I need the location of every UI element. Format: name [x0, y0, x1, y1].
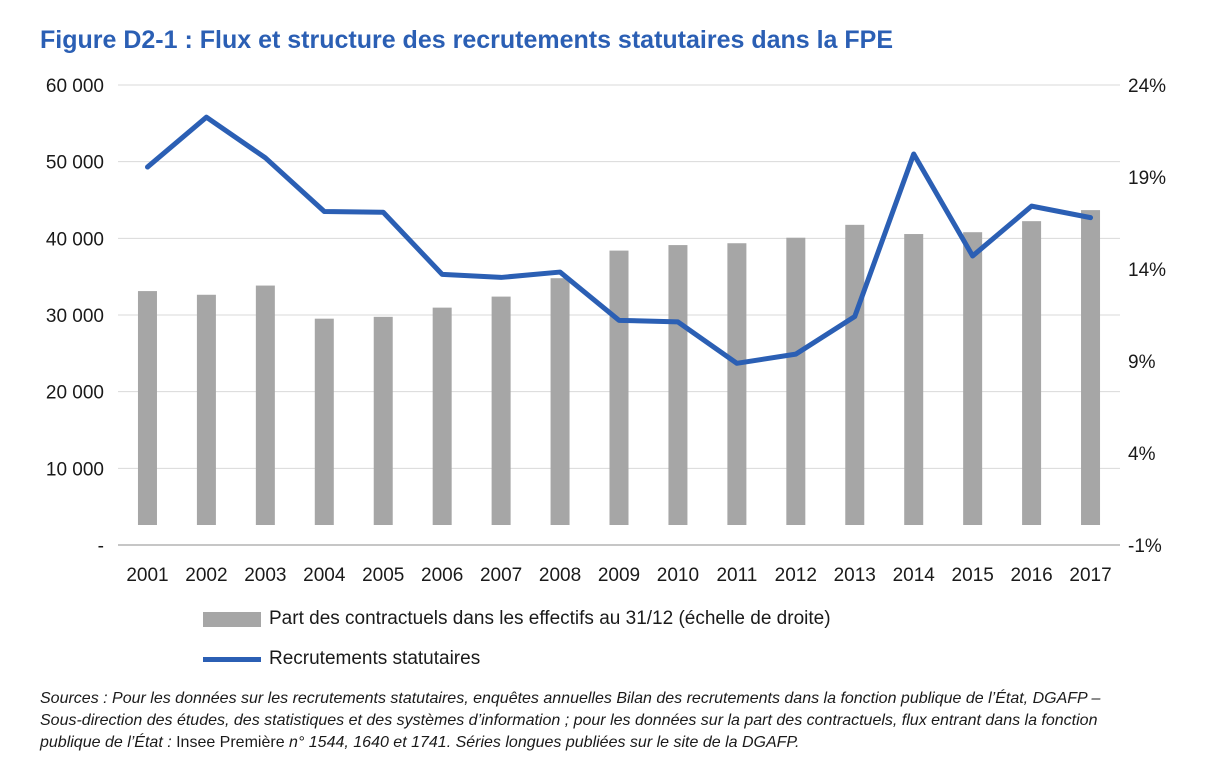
sources-line-3c: n° 1544, 1640 et 1741. Séries longues pu… [284, 734, 800, 751]
x-axis-tick-label: 2005 [362, 565, 404, 586]
bar [373, 316, 393, 525]
x-axis-tick-label: 2007 [480, 565, 522, 586]
bar [845, 224, 865, 525]
bar [727, 243, 747, 526]
bar [609, 250, 629, 525]
legend-line-label: Recrutements statutaires [269, 648, 481, 669]
sources-line-1: Sources : Pour les données sur les recru… [40, 690, 1101, 707]
line-recrutements-statutaires [144, 114, 1094, 366]
legend-item-line: Recrutements statutaires [203, 648, 480, 670]
bar [491, 296, 511, 525]
bar [196, 294, 216, 525]
left-axis-tick-label: - [98, 536, 104, 557]
chart-title: Figure D2-1 : Flux et structure des recr… [40, 26, 894, 54]
x-axis-tick-label: 2012 [775, 565, 817, 586]
left-axis-tick-label: 30 000 [46, 306, 104, 327]
left-axis-tick-label: 40 000 [46, 229, 104, 250]
left-axis-tick-label: 20 000 [46, 383, 104, 404]
right-axis-tick-label: 14% [1128, 260, 1166, 281]
sources-line-3: publique de l’État : Insee Première n° 1… [40, 732, 1190, 754]
bar [668, 245, 688, 525]
x-axis-tick-label: 2003 [244, 565, 286, 586]
left-axis-tick-label: 60 000 [46, 76, 104, 97]
x-axis-tick-label: 2004 [303, 565, 346, 586]
x-axis-tick-label: 2006 [421, 565, 463, 586]
bar [255, 285, 275, 525]
legend-bar-label: Part des contractuels dans les effectifs… [269, 608, 831, 629]
bar [137, 291, 157, 525]
x-axis-tick-label: 2010 [657, 565, 699, 586]
bar [1022, 221, 1042, 525]
sources-line-3b: Insee Première [176, 734, 285, 751]
sources-note: Sources : Pour les données sur les recru… [40, 688, 1190, 754]
right-axis-tick-label: -1% [1128, 536, 1162, 557]
x-axis-tick-label: 2016 [1010, 565, 1052, 586]
right-axis-tick-label: 19% [1128, 168, 1166, 189]
right-axis-tick-label: 9% [1128, 352, 1156, 373]
bar [314, 318, 334, 525]
bar [904, 234, 924, 526]
legend-bar-swatch [203, 611, 261, 627]
sources-line-2: Sous-direction des études, des statistiq… [40, 712, 1098, 729]
x-axis-tick-label: 2008 [539, 565, 581, 586]
x-axis-tick-label: 2009 [598, 565, 640, 586]
x-axis-tick-label: 2014 [893, 565, 936, 586]
sources-line-3a: publique de l’État : [40, 734, 177, 751]
right-axis-tick-label: 24% [1128, 76, 1166, 97]
left-axis-tick-label: 50 000 [46, 153, 104, 174]
x-axis-tick-label: 2015 [952, 565, 994, 586]
x-axis-tick-label: 2017 [1069, 565, 1111, 586]
x-axis-tick-label: 2013 [834, 565, 876, 586]
chart-area: - 10 000 20 000 30 000 40 000 50 000 60 000 -1%… [46, 76, 1166, 586]
x-axis-tick-label: 2011 [716, 565, 757, 586]
bar [1081, 210, 1101, 525]
bar [963, 232, 983, 525]
left-axis-tick-label: 10 000 [46, 459, 104, 480]
right-axis-tick-label: 4% [1128, 444, 1156, 465]
bar [550, 278, 570, 525]
bar [786, 237, 806, 525]
legend-item-bars: Part des contractuels dans les effectifs… [203, 608, 831, 630]
x-axis-tick-label: 2002 [185, 565, 227, 586]
legend-line-swatch [203, 656, 261, 662]
x-axis-tick-label: 2001 [126, 565, 168, 586]
bar [432, 307, 452, 525]
